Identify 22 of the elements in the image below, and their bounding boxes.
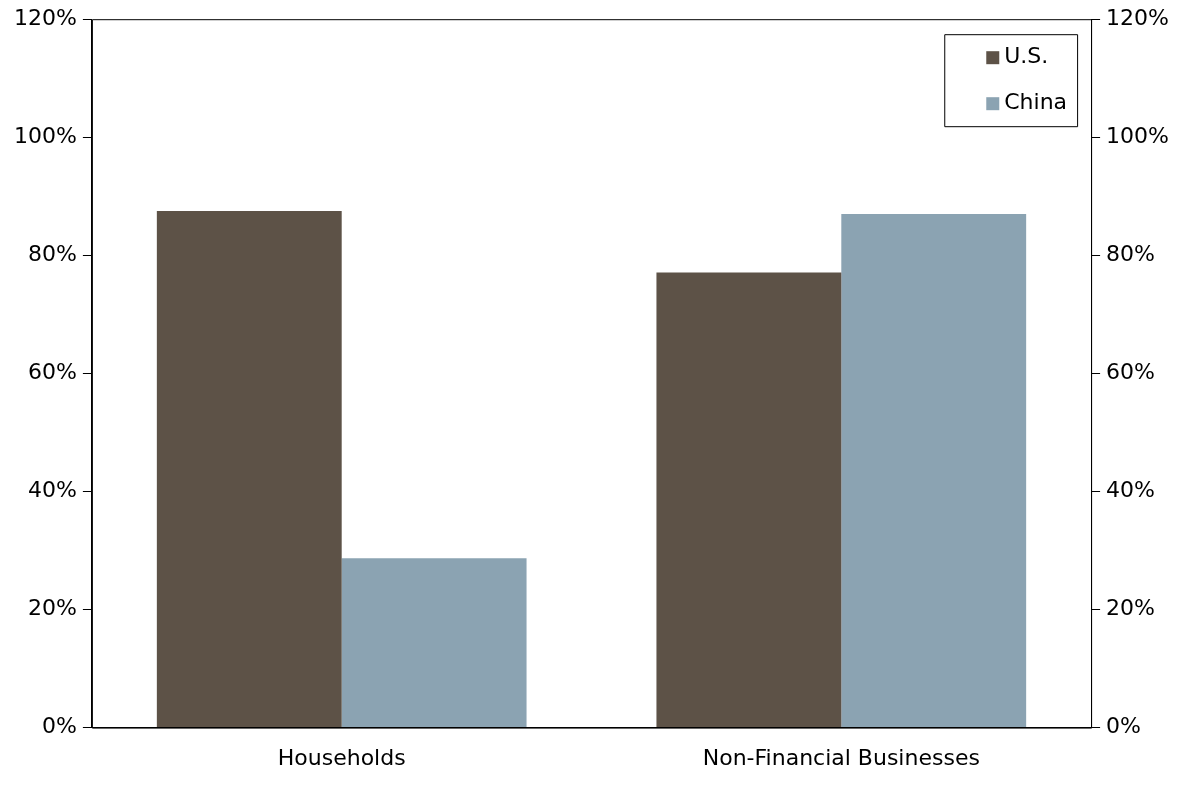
y2-tick-label: 20%	[1106, 595, 1156, 621]
y2-tick-label: 0%	[1106, 713, 1142, 739]
y-tick-label: 100%	[13, 122, 77, 148]
y-tick-label: 120%	[13, 4, 77, 30]
y2-tick-label: 40%	[1106, 477, 1156, 503]
x-tick-label: Non-Financial Businesses	[702, 744, 980, 770]
y-tick-label: 20%	[27, 595, 77, 621]
y2-tick-label: 120%	[1106, 4, 1170, 30]
x-tick-label: Households	[277, 744, 406, 770]
y-tick-label: 60%	[27, 359, 77, 385]
y-tick-label: 0%	[41, 713, 77, 739]
bar	[341, 558, 527, 728]
bar	[841, 214, 1027, 728]
y-tick-label: 40%	[27, 477, 77, 503]
bar	[656, 272, 842, 728]
legend-label: China	[1004, 88, 1068, 114]
y2-tick-label: 60%	[1106, 359, 1156, 385]
y-tick-label: 80%	[27, 241, 77, 267]
y2-tick-label: 80%	[1106, 241, 1156, 267]
y2-tick-label: 100%	[1106, 122, 1170, 148]
bar	[156, 211, 342, 728]
legend-label: U.S.	[1004, 42, 1049, 68]
